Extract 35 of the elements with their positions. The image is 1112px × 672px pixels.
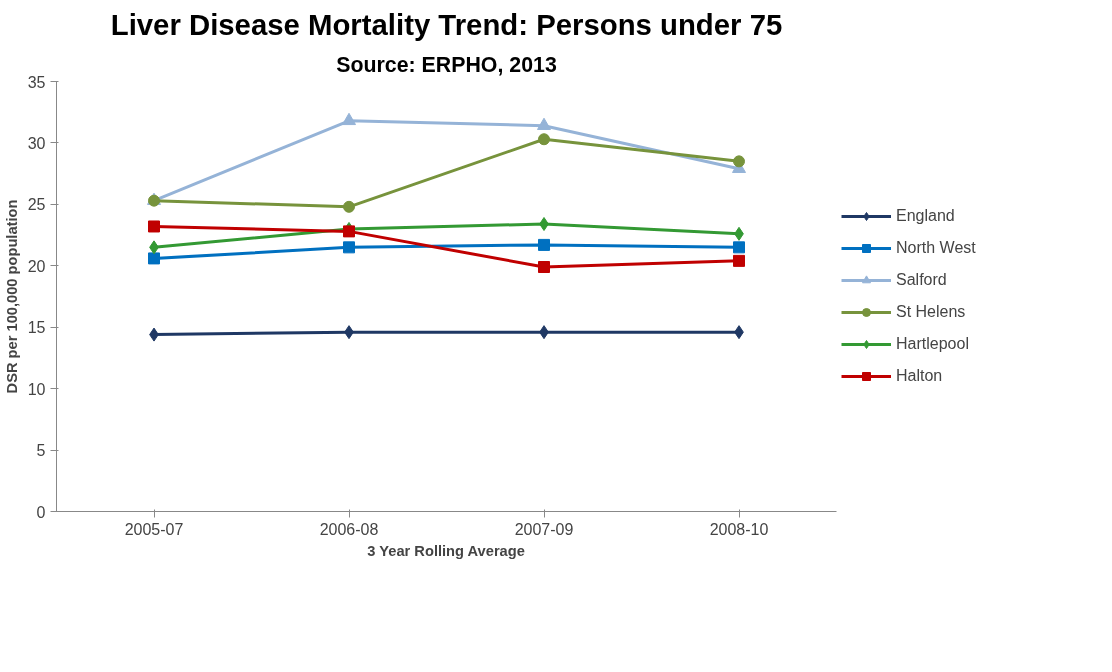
y-tick-label: 35 — [27, 73, 46, 91]
x-axis-title: 3 Year Rolling Average — [367, 542, 525, 559]
point — [733, 254, 745, 267]
point — [343, 225, 355, 238]
point — [538, 261, 550, 274]
legend-label: North West — [896, 239, 976, 257]
y-tick-label: 0 — [36, 503, 46, 521]
point — [343, 200, 355, 213]
point — [538, 238, 550, 251]
y-axis-title: DSR per 100,000 population — [3, 199, 20, 394]
point — [148, 220, 160, 233]
x-tick-label: 2005-07 — [124, 520, 184, 538]
point — [537, 117, 551, 130]
legend-label: Halton — [896, 367, 943, 385]
point — [538, 133, 550, 146]
y-tick-label: 20 — [27, 257, 46, 275]
point — [733, 155, 745, 168]
x-tick-label: 2007-09 — [514, 520, 574, 538]
chart-subtitle: Source: ERPHO, 2013 — [336, 52, 557, 77]
point — [343, 241, 355, 254]
y-tick-label: 5 — [36, 442, 46, 460]
legend-label: St Helens — [896, 303, 966, 321]
y-tick-label: 25 — [27, 196, 46, 214]
x-tick-label: 2008-10 — [709, 520, 769, 538]
legend-label: Salford — [896, 271, 947, 289]
x-tick-label: 2006-08 — [319, 520, 379, 538]
chart-title: Liver Disease Mortality Trend: Persons under 75 — [110, 7, 783, 41]
point — [342, 112, 356, 126]
legend-label: England — [896, 207, 955, 225]
y-tick-label: 10 — [27, 380, 46, 398]
point — [733, 241, 745, 254]
y-tick-label: 15 — [27, 319, 46, 337]
legend-label: Hartlepool — [896, 335, 969, 353]
y-tick-label: 30 — [27, 134, 46, 152]
point — [148, 252, 160, 265]
